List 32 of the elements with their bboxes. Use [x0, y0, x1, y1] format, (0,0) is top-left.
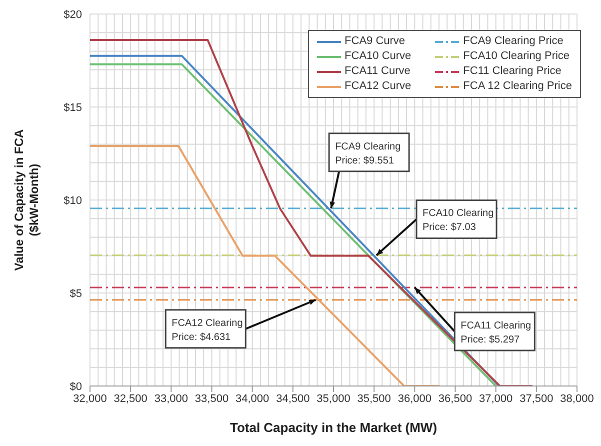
legend-label: FC11 Clearing Price [463, 64, 562, 79]
x-tick-label: 35,500 [357, 392, 391, 405]
y-tick-label: $15 [64, 102, 82, 114]
y-axis-title: Value of Capacity in FCA ($kW-Month) [12, 128, 41, 271]
annotation: FCA11 Clearing Price: $5.297 [460, 320, 532, 346]
x-tick-label: 34,500 [276, 392, 310, 405]
y-tick-label: $10 [64, 194, 82, 207]
y-tick-label: $5 [70, 288, 82, 300]
legend-label: FCA10 Clearing Price [463, 49, 570, 64]
x-tick-label: 32,500 [114, 392, 148, 405]
annotation: FCA12 Clearing Price: $4.631 [172, 318, 243, 343]
x-tick-label: 33,500 [194, 392, 229, 405]
legend-label: FCA9 Clearing Price [463, 34, 564, 49]
annotation: FCA9 Clearing Price: $9.551 [335, 141, 401, 166]
legend-label: FCA10 Curve [344, 49, 412, 64]
legend-label: FCA9 Curve [344, 34, 406, 49]
legend-label: FCA12 Curve [344, 79, 412, 94]
x-tick-label: 38,000 [560, 392, 594, 405]
legend-label: FCA11 Curve [344, 64, 410, 79]
x-tick-label: 36,500 [438, 392, 472, 405]
x-tick-label: 36,000 [398, 392, 432, 405]
y-tick-label: $20 [64, 8, 82, 21]
x-tick-label: 37,500 [520, 392, 554, 405]
y-tick-label: $0 [70, 380, 82, 393]
x-tick-label: 37,000 [479, 392, 513, 405]
x-axis-title: Total Capacity in the Market (MW) [230, 420, 438, 435]
x-tick-label: 32,000 [73, 392, 107, 405]
x-tick-label: 35,000 [316, 392, 350, 405]
legend-label: FCA 12 Clearing Price [463, 79, 572, 94]
x-tick-label: 33,000 [154, 392, 188, 405]
x-tick-label: 34,000 [236, 392, 270, 405]
annotation: FCA10 Clearing Price: $7.03 [422, 208, 494, 234]
